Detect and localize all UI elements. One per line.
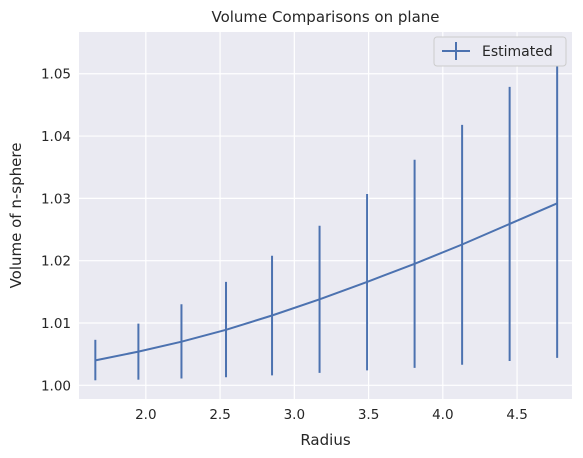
x-tick-label: 2.0 <box>135 407 156 423</box>
tick-labels: 2.0 2.5 3.0 3.5 4.0 4.5 1.00 1.01 1.02 1.03 1.04 1.… <box>41 67 528 423</box>
series-line-estimated <box>95 202 558 362</box>
x-tick-label: 4.5 <box>506 407 527 423</box>
grid <box>79 32 572 399</box>
y-axis-label: Volume of n-sphere <box>7 143 25 289</box>
y-tick-label: 1.03 <box>41 191 71 207</box>
y-tick-label: 1.04 <box>41 129 71 145</box>
y-tick-label: 1.01 <box>41 316 71 332</box>
x-tick-label: 3.0 <box>284 407 305 423</box>
x-tick-label: 4.0 <box>432 407 453 423</box>
x-tick-label: 3.5 <box>358 407 379 423</box>
legend-entry-estimated: Estimated <box>482 44 553 60</box>
y-tick-label: 1.02 <box>41 254 71 270</box>
x-tick-label: 2.5 <box>209 407 230 423</box>
y-tick-label: 1.05 <box>41 67 71 83</box>
x-axis-label: Radius <box>300 431 350 449</box>
chart-title: Volume Comparisons on plane <box>211 8 439 26</box>
legend: Estimated <box>433 36 567 67</box>
plot-area <box>79 32 572 399</box>
y-tick-label: 1.00 <box>41 378 71 394</box>
legend-box <box>433 36 567 67</box>
series-lines <box>95 202 558 362</box>
